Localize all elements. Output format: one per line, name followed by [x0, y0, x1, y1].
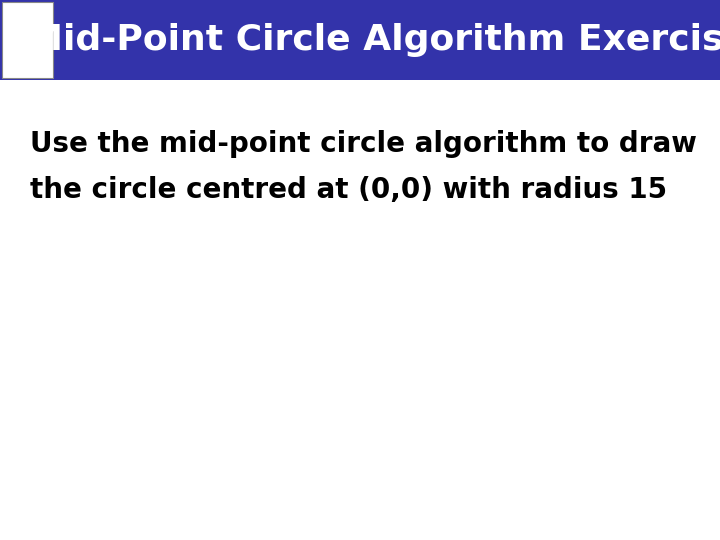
Text: 33
of
39: 33 of 39 — [18, 15, 37, 65]
Text: Use the mid-point circle algorithm to draw
the circle centred at (0,0) with radi: Use the mid-point circle algorithm to dr… — [30, 130, 697, 204]
Bar — [2, 2, 53, 78]
Bar — [0, 0, 720, 80]
Text: Mid-Point Circle Algorithm Exercise: Mid-Point Circle Algorithm Exercise — [27, 23, 720, 57]
